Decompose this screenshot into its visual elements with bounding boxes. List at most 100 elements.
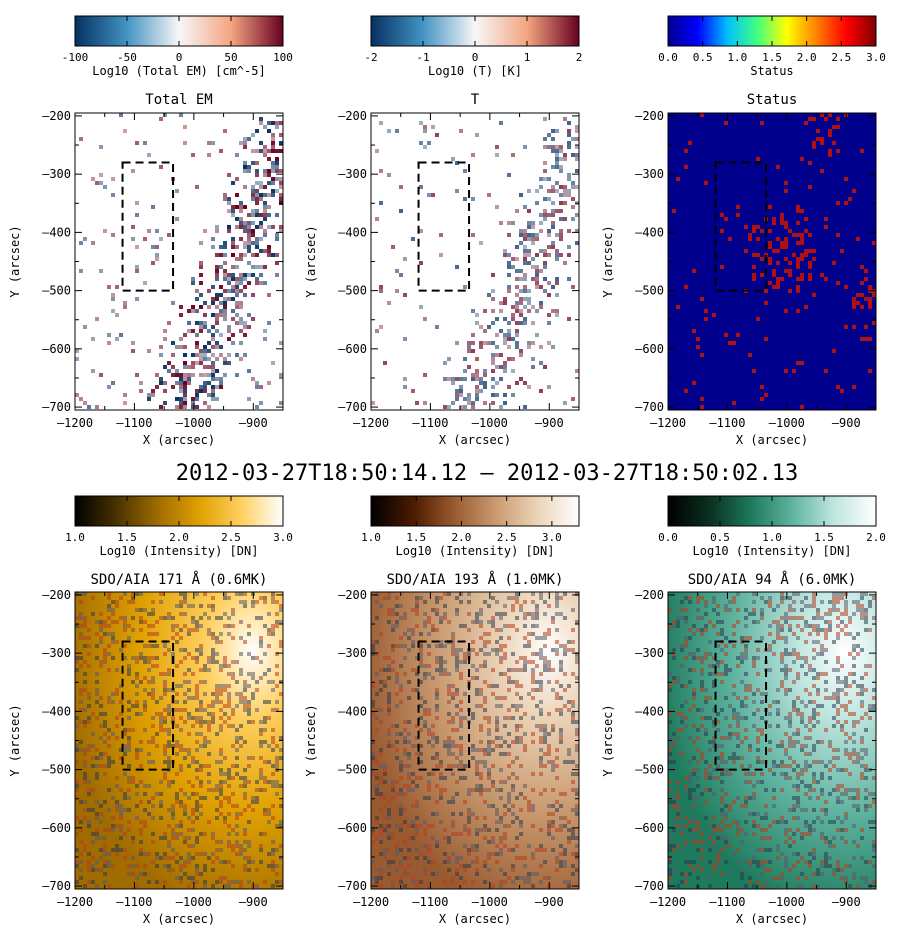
heatmap-pixel [864,728,868,732]
heatmap-pixel [692,788,696,792]
heatmap-pixel [495,684,499,688]
heatmap-pixel [239,141,243,145]
colorbar-tick-label: 3.0 [273,531,293,544]
heatmap-pixel [127,788,131,792]
heatmap-pixel [700,688,704,692]
heatmap-pixel [728,341,732,345]
heatmap-pixel [559,684,563,688]
heatmap-pixel [507,668,511,672]
heatmap-pixel [551,620,555,624]
heatmap-pixel [756,317,760,321]
heatmap-pixel [515,600,519,604]
heatmap-pixel [147,612,151,616]
heatmap-pixel [551,145,555,149]
heatmap-pixel [211,337,215,341]
heatmap-pixel [836,796,840,800]
heatmap-pixel [239,848,243,852]
heatmap-pixel [199,644,203,648]
heatmap-pixel [199,732,203,736]
heatmap-pixel [527,225,531,229]
heatmap-pixel [467,365,471,369]
heatmap-pixel [143,656,147,660]
heatmap-pixel [744,636,748,640]
heatmap-pixel [179,397,183,401]
heatmap-pixel [447,700,451,704]
heatmap-pixel [864,876,868,880]
heatmap-pixel [139,780,143,784]
heatmap-pixel [103,732,107,736]
colorbar-tick-label: 1.5 [762,51,782,64]
heatmap-pixel [271,121,275,125]
heatmap-pixel [692,756,696,760]
heatmap-pixel [503,652,507,656]
heatmap-pixel [215,616,219,620]
heatmap-pixel [439,776,443,780]
heatmap-pixel [423,129,427,133]
heatmap-pixel [195,660,199,664]
heatmap-pixel [415,832,419,836]
heatmap-pixel [247,672,251,676]
x-tick-label: –1200 [353,416,389,430]
heatmap-pixel [864,672,868,676]
heatmap-pixel [563,616,567,620]
heatmap-pixel [451,832,455,836]
heatmap-pixel [171,365,175,369]
panel-title: SDO/AIA 94 Å (6.0MK) [688,571,857,588]
heatmap-pixel [776,856,780,860]
heatmap-pixel [836,676,840,680]
heatmap-pixel [571,137,575,141]
heatmap-pixel [563,848,567,852]
heatmap-pixel [856,844,860,848]
heatmap-pixel [415,668,419,672]
heatmap-pixel [147,800,151,804]
heatmap-pixel [519,792,523,796]
heatmap-pixel [411,688,415,692]
heatmap-pixel [531,357,535,361]
heatmap-pixel [547,760,551,764]
heatmap-pixel [427,193,431,197]
heatmap-pixel [199,325,203,329]
heatmap-pixel [207,764,211,768]
heatmap-pixel [676,884,680,888]
heatmap-pixel [163,672,167,676]
heatmap-pixel [231,828,235,832]
heatmap-pixel [531,277,535,281]
heatmap-pixel [203,720,207,724]
heatmap-pixel [391,884,395,888]
panel-title: Status [747,92,798,108]
heatmap-pixel [539,740,543,744]
heatmap-pixel [179,744,183,748]
heatmap-pixel [219,640,223,644]
heatmap-pixel [523,624,527,628]
heatmap-pixel [419,305,423,309]
heatmap-pixel [263,780,267,784]
heatmap-pixel [83,325,87,329]
heatmap-pixel [748,876,752,880]
heatmap-pixel [559,852,563,856]
heatmap-pixel [756,748,760,752]
heatmap-pixel [716,828,720,832]
heatmap-pixel [103,752,107,756]
heatmap-pixel [756,708,760,712]
heatmap-pixel [571,640,575,644]
heatmap-pixel [515,305,519,309]
heatmap-pixel [451,800,455,804]
heatmap-pixel [191,397,195,401]
heatmap-pixel [820,872,824,876]
heatmap-pixel [235,245,239,249]
heatmap-pixel [784,732,788,736]
heatmap-pixel [720,672,724,676]
heatmap-pixel [79,700,83,704]
heatmap-pixel [195,620,199,624]
heatmap-pixel [708,716,712,720]
heatmap-pixel [275,700,279,704]
heatmap-pixel [455,668,459,672]
heatmap-pixel [780,652,784,656]
heatmap-pixel [567,684,571,688]
heatmap-pixel [375,880,379,884]
heatmap-pixel [840,592,844,596]
heatmap-pixel [139,800,143,804]
heatmap-pixel [187,668,191,672]
heatmap-pixel [267,213,271,217]
heatmap-pixel [91,856,95,860]
